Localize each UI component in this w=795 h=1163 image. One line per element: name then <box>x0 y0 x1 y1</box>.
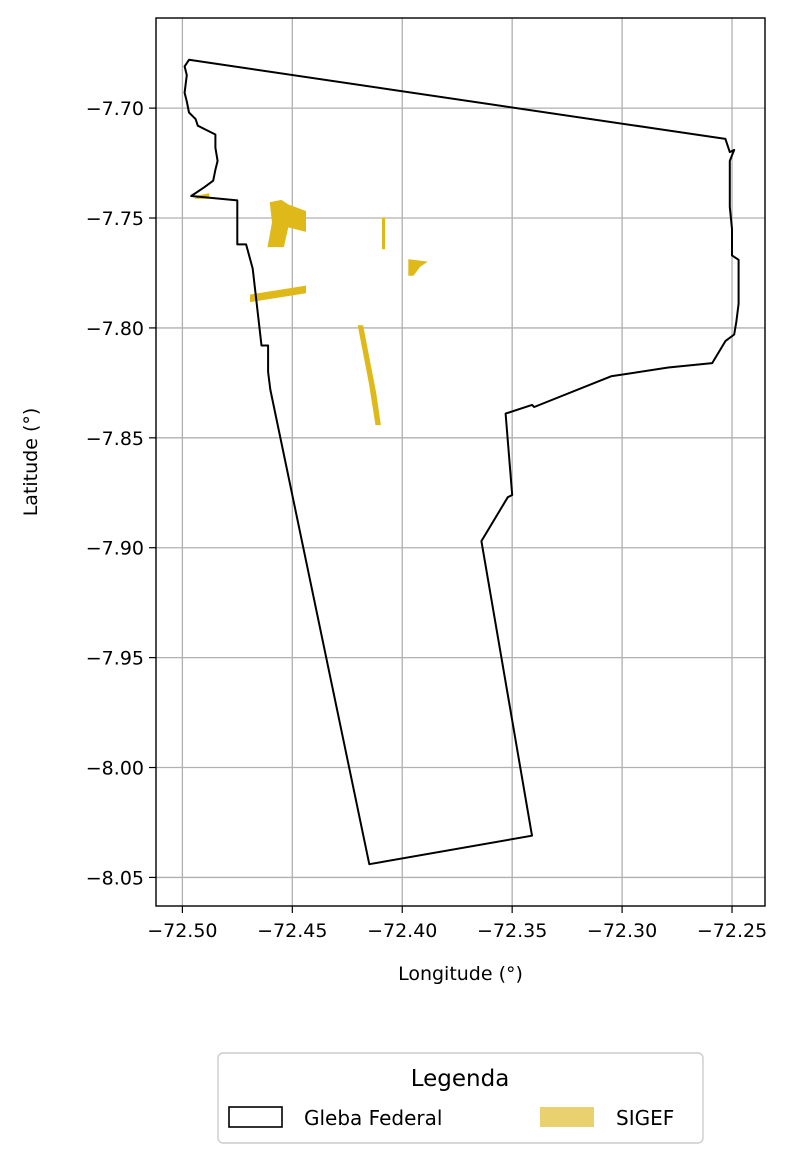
y-axis-label: Latitude (°) <box>20 408 42 517</box>
x-tick-label: −72.45 <box>257 920 327 942</box>
x-axis-ticks: −72.50 −72.45 −72.40 −72.35 −72.30 −72.25 <box>147 906 767 942</box>
y-tick-label: −7.75 <box>86 208 144 230</box>
y-tick-label: −7.70 <box>86 98 144 120</box>
sigef-parcel <box>408 259 428 276</box>
sigef-parcel <box>250 285 306 303</box>
y-tick-label: −7.90 <box>86 538 144 560</box>
gleba-federal-boundary <box>183 58 740 866</box>
grid-lines <box>156 18 765 906</box>
y-axis-ticks: −7.70 −7.75 −7.80 −7.85 −7.90 −7.95 −8.00 −8.05 <box>86 98 156 889</box>
sigef-parcel <box>382 217 386 250</box>
sigef-parcel <box>357 325 381 426</box>
x-axis-label: Longitude (°) <box>398 963 523 985</box>
x-tick-label: −72.25 <box>697 920 767 942</box>
y-tick-label: −8.05 <box>86 867 144 889</box>
x-tick-label: −72.50 <box>147 920 217 942</box>
legend-label-sigef: SIGEF <box>616 1106 674 1130</box>
x-tick-label: −72.40 <box>367 920 437 942</box>
sigef-layer <box>194 193 428 426</box>
legend: Legenda Gleba Federal SIGEF <box>217 1052 704 1144</box>
y-tick-label: −7.80 <box>86 318 144 340</box>
y-tick-label: −7.85 <box>86 428 144 450</box>
gleba-federal-layer <box>183 58 740 866</box>
plot-frame <box>155 17 766 907</box>
x-tick-label: −72.30 <box>587 920 657 942</box>
x-tick-label: −72.35 <box>477 920 547 942</box>
y-tick-label: −7.95 <box>86 648 144 670</box>
legend-label-gleba-federal: Gleba Federal <box>304 1106 442 1130</box>
legend-title: Legenda <box>411 1066 510 1092</box>
sigef-parcel <box>267 199 306 248</box>
legend-swatch-gleba-federal <box>228 1106 283 1128</box>
legend-swatch-sigef <box>540 1107 594 1127</box>
y-tick-label: −8.00 <box>86 758 144 780</box>
